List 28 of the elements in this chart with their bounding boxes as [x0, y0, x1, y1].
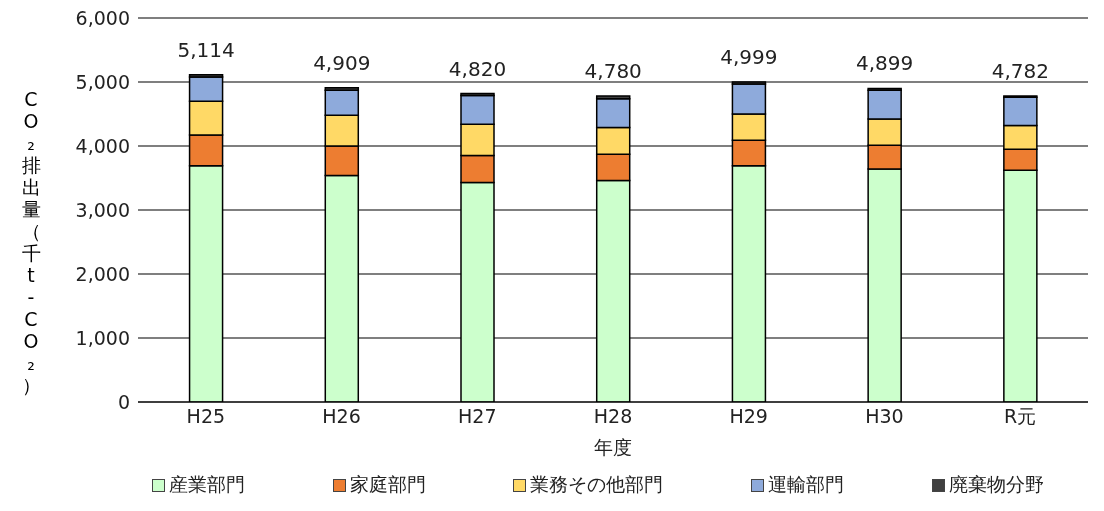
legend-label: 運輸部門 [768, 472, 845, 497]
x-tick-label: H29 [729, 405, 768, 428]
total-label: 4,909 [313, 50, 371, 75]
y-tick-label: 2,000 [75, 262, 130, 285]
x-tick-label: H28 [593, 405, 633, 428]
total-label: 4,999 [720, 45, 778, 70]
total-label: 4,820 [448, 56, 507, 81]
y-tick-label: 1,000 [75, 326, 130, 349]
y-tick-label: 6,000 [75, 6, 130, 29]
x-tick-label: R元 [1004, 405, 1037, 428]
y-tick-label: 3,000 [75, 198, 130, 221]
total-label: 4,780 [584, 59, 642, 84]
text: CO₂排出量（千t-CO₂） [21, 88, 41, 396]
legend-label: 廃棄物分野 [949, 472, 1045, 497]
y-tick-label: 4,000 [75, 134, 130, 157]
y-tick-label: 5,000 [75, 70, 130, 93]
legend-label: 家庭部門 [349, 472, 426, 497]
x-axis-title: 年度 [594, 436, 632, 458]
total-label: 5,114 [177, 37, 235, 62]
y-tick-label: 0 [117, 390, 130, 413]
x-tick-label: H26 [322, 405, 361, 428]
legend-label: 業務その他部門 [530, 472, 664, 497]
x-tick-label: H25 [186, 405, 226, 428]
total-label: 4,899 [856, 51, 914, 76]
x-tick-label: H30 [865, 405, 904, 428]
legend-label: 産業部門 [168, 472, 245, 497]
x-tick-label: H27 [458, 405, 497, 428]
total-label: 4,782 [991, 58, 1049, 83]
